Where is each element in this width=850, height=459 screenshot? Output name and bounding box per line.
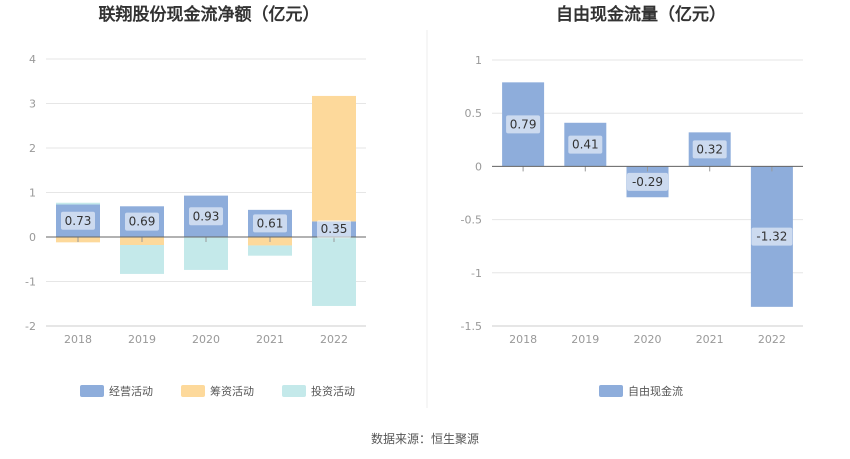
data-label: 0.93 (193, 209, 220, 223)
data-label-bg (751, 227, 793, 246)
y-tick-label: -1 (471, 267, 482, 280)
free-cashflow-chart: 1 0.5 0 -0.5 -1 -1.5 2018 2019 2020 2021 2022 0.79 0… (461, 54, 803, 398)
legend-label: 自由现金流 (628, 384, 683, 398)
data-label-bg (627, 172, 668, 191)
data-label-bg (253, 214, 287, 233)
legend-swatch (80, 385, 104, 397)
bar (56, 202, 100, 205)
data-label: 0.69 (129, 215, 156, 229)
x-tick-label: 2018 (509, 333, 537, 346)
y-tick-label: 0.5 (465, 107, 483, 120)
x-tick-label: 2022 (758, 333, 786, 346)
chart-title-free-cashflow: 自由现金流量（亿元） (556, 4, 726, 25)
data-label-bg (125, 212, 159, 231)
data-label: 0.79 (510, 117, 537, 131)
x-tick-label: 2021 (696, 333, 724, 346)
bar (248, 245, 292, 256)
legend-swatch (181, 385, 205, 397)
y-tick-label: 0 (29, 231, 36, 244)
data-source: 数据来源：恒生聚源 (371, 431, 479, 446)
bar (120, 245, 164, 274)
legend-label: 投资活动 (311, 384, 355, 398)
x-tick-label: 2020 (192, 333, 220, 346)
y-tick-label: 1 (29, 187, 36, 200)
data-label-bg (317, 220, 351, 239)
y-tick-label: 4 (29, 53, 36, 66)
legend-swatch (599, 385, 623, 397)
y-tick-label: 1 (475, 54, 482, 67)
x-tick-label: 2022 (320, 333, 348, 346)
chart-title-cashflow: 联翔股份现金流净额（亿元） (99, 4, 320, 25)
bar (312, 95, 356, 222)
data-label: 0.32 (696, 142, 723, 156)
data-label: 0.73 (65, 214, 92, 228)
legend-label: 筹资活动 (210, 384, 254, 398)
x-tick-label: 2021 (256, 333, 284, 346)
legend-swatch (282, 385, 306, 397)
data-label: -1.32 (756, 230, 787, 244)
x-tick-label: 2018 (64, 333, 92, 346)
x-tick-label: 2019 (128, 333, 156, 346)
x-tick-label: 2020 (634, 333, 662, 346)
y-tick-label: -0.5 (461, 214, 482, 227)
y-tick-label: -1 (25, 276, 36, 289)
bar (184, 237, 228, 270)
data-label-bg (692, 140, 727, 159)
bar (312, 237, 356, 306)
data-label-bg (61, 211, 95, 230)
data-label-bg (506, 115, 541, 134)
y-tick-label: 3 (29, 98, 36, 111)
y-tick-label: 0 (475, 160, 482, 173)
legend-label: 经营活动 (109, 384, 153, 398)
data-label-bg (189, 207, 223, 226)
data-label: 0.41 (572, 138, 599, 152)
y-tick-label: -1.5 (461, 320, 482, 333)
cashflow-chart: 4 3 2 1 0 -1 -2 2018 2019 2020 2021 2022 0.73 0.69 0.9… (25, 53, 366, 398)
y-tick-label: -2 (25, 320, 36, 333)
data-label: 0.61 (257, 216, 284, 230)
x-tick-label: 2019 (571, 333, 599, 346)
data-label-bg (568, 135, 603, 154)
data-label: -0.29 (632, 175, 663, 189)
data-label: 0.35 (321, 222, 348, 236)
y-tick-label: 2 (29, 142, 36, 155)
